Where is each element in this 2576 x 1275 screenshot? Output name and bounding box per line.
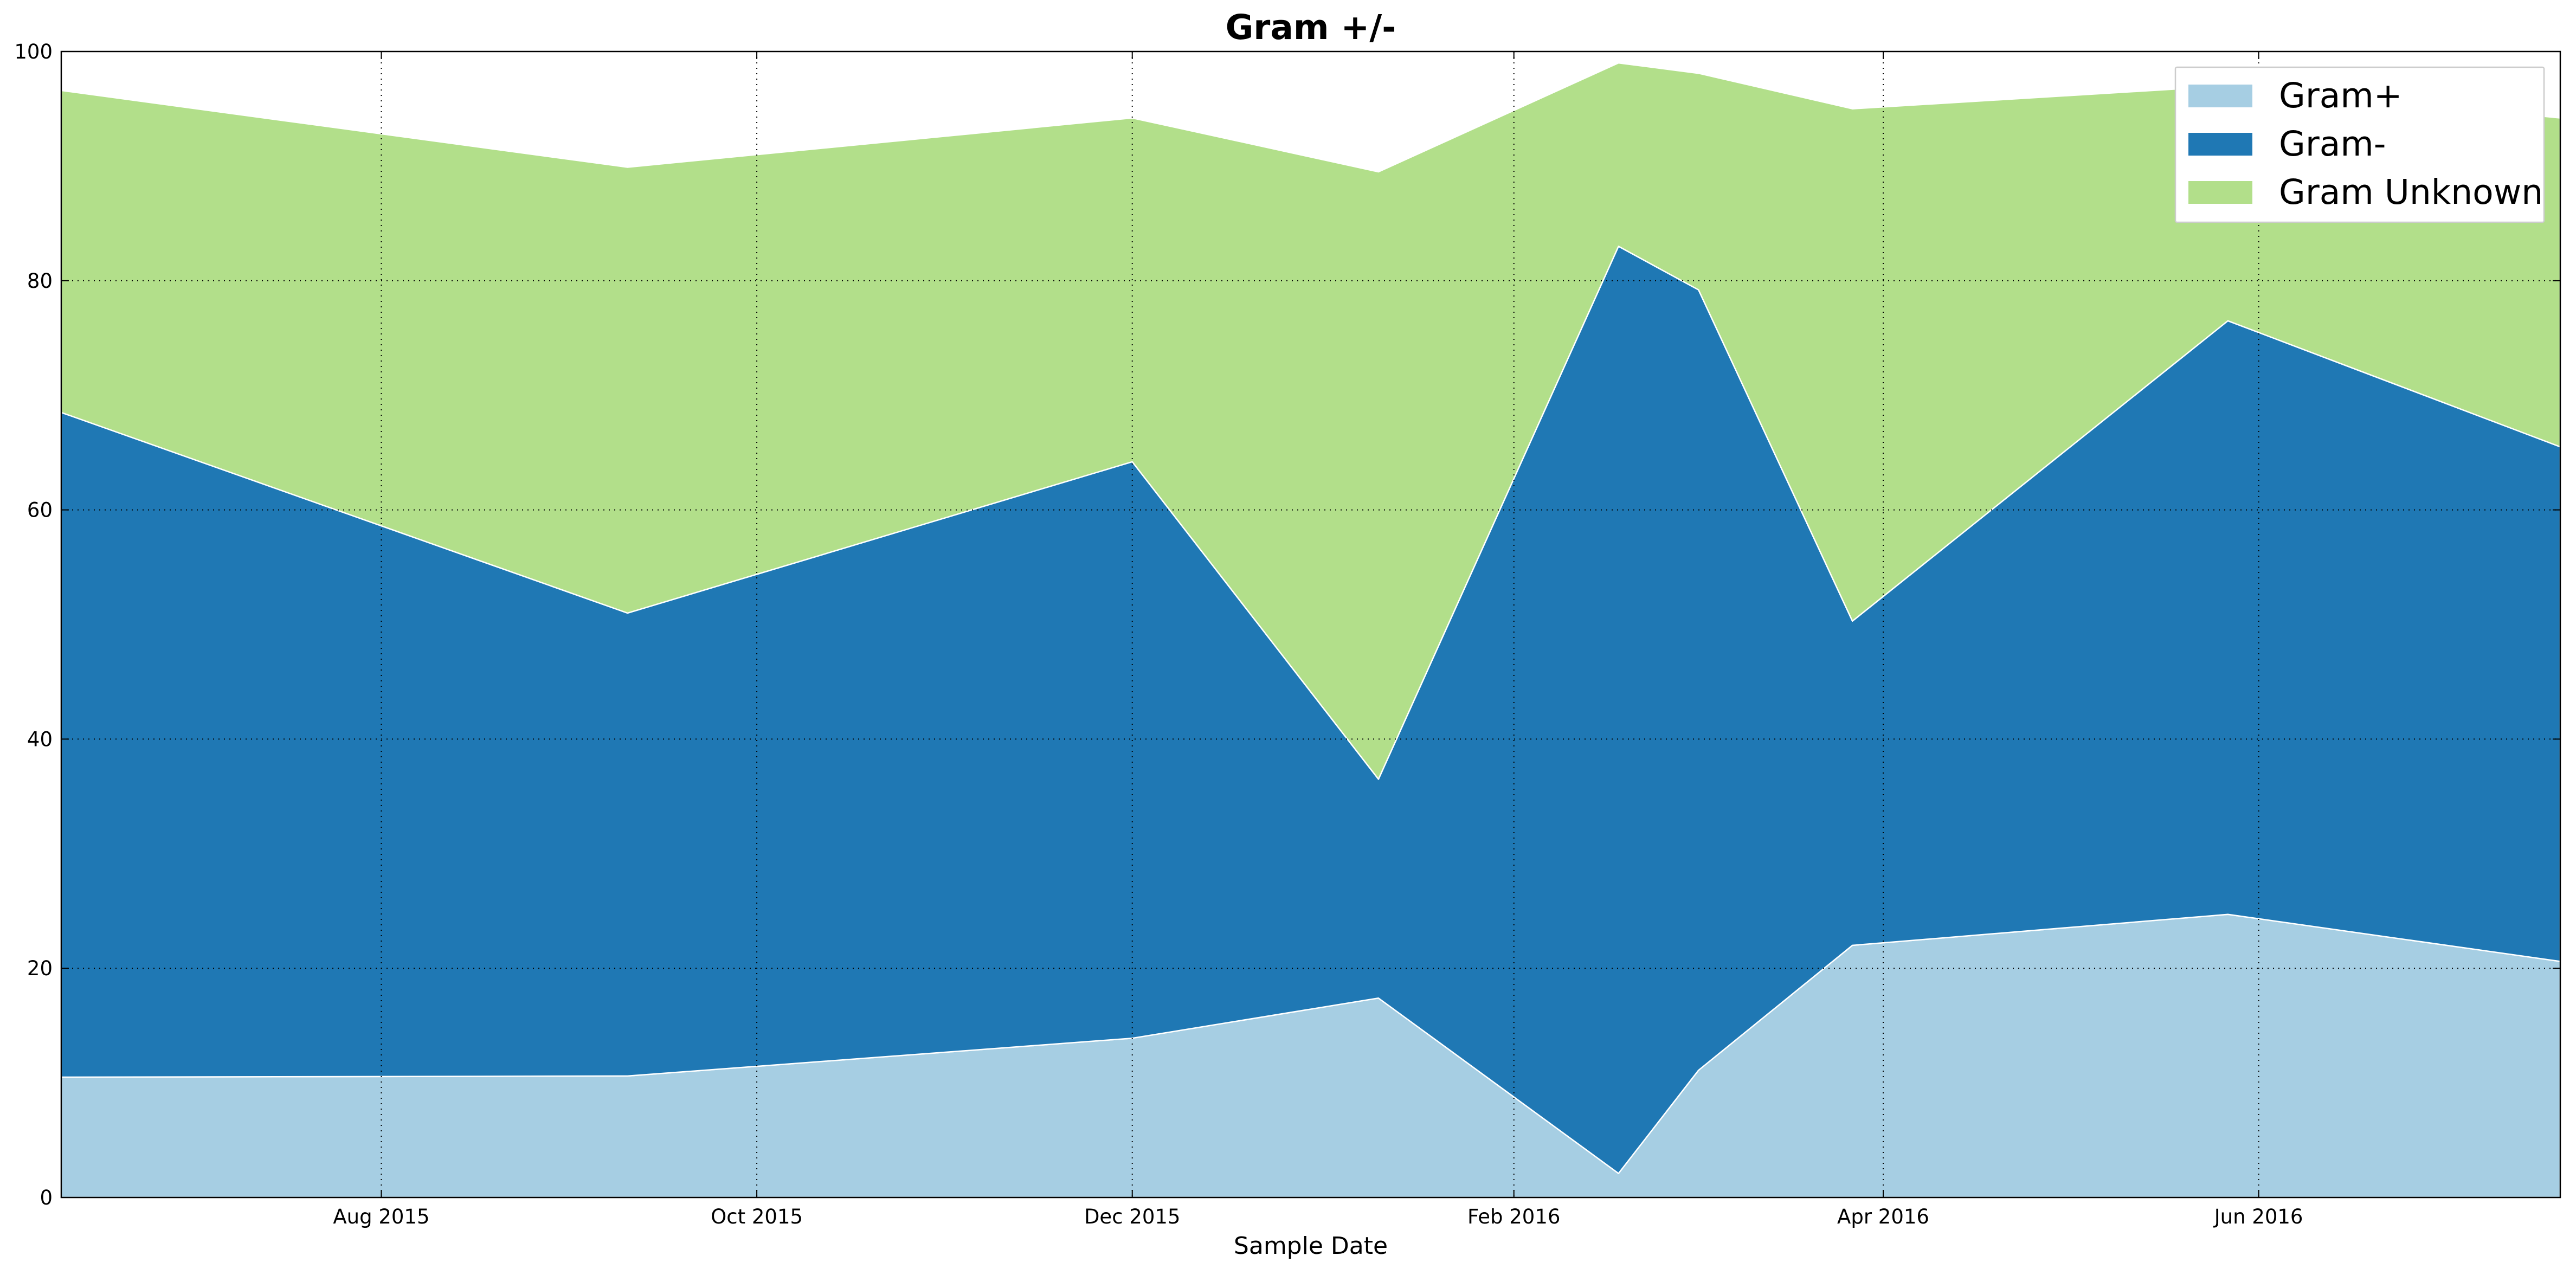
- y-tick-label: 80: [27, 269, 53, 293]
- y-tick-label: 100: [14, 40, 53, 63]
- legend-swatch-gram-plus: [2188, 85, 2252, 107]
- legend: Gram+ Gram- Gram Unknown: [2174, 66, 2545, 223]
- x-tick-label: Oct 2015: [711, 1205, 803, 1228]
- grid-lines: [61, 51, 2560, 1197]
- x-tick-label: Aug 2015: [333, 1205, 429, 1228]
- x-axis-ticks: Aug 2015 Oct 2015 Dec 2015 Feb 2016 Apr 2016…: [333, 51, 2303, 1228]
- y-tick-label: 40: [27, 727, 53, 751]
- legend-label-gram-unknown: Gram Unknown: [2279, 172, 2543, 212]
- x-tick-label: Dec 2015: [1084, 1205, 1181, 1228]
- x-tick-label: Feb 2016: [1467, 1205, 1560, 1228]
- x-axis-label: Sample Date: [1234, 1232, 1388, 1260]
- x-tick-label: Jun 2016: [2213, 1205, 2303, 1228]
- plot-frame: [60, 50, 2561, 1199]
- legend-label-gram-plus: Gram+: [2279, 76, 2402, 115]
- y-axis-ticks: 0 20 40 60 80 100: [14, 40, 2560, 1209]
- legend-box: [2174, 66, 2545, 223]
- y-tick-label: 0: [40, 1186, 53, 1209]
- x-tick-label: Apr 2016: [1837, 1205, 1929, 1228]
- legend-swatch-gram-minus: [2188, 133, 2252, 156]
- legend-swatch-gram-unknown: [2188, 181, 2252, 204]
- y-tick-label: 60: [27, 499, 53, 522]
- chart-title: Gram +/-: [1226, 8, 1396, 47]
- legend-label-gram-minus: Gram-: [2279, 124, 2386, 164]
- y-tick-label: 20: [27, 957, 53, 980]
- series-areas: [60, 62, 2561, 1199]
